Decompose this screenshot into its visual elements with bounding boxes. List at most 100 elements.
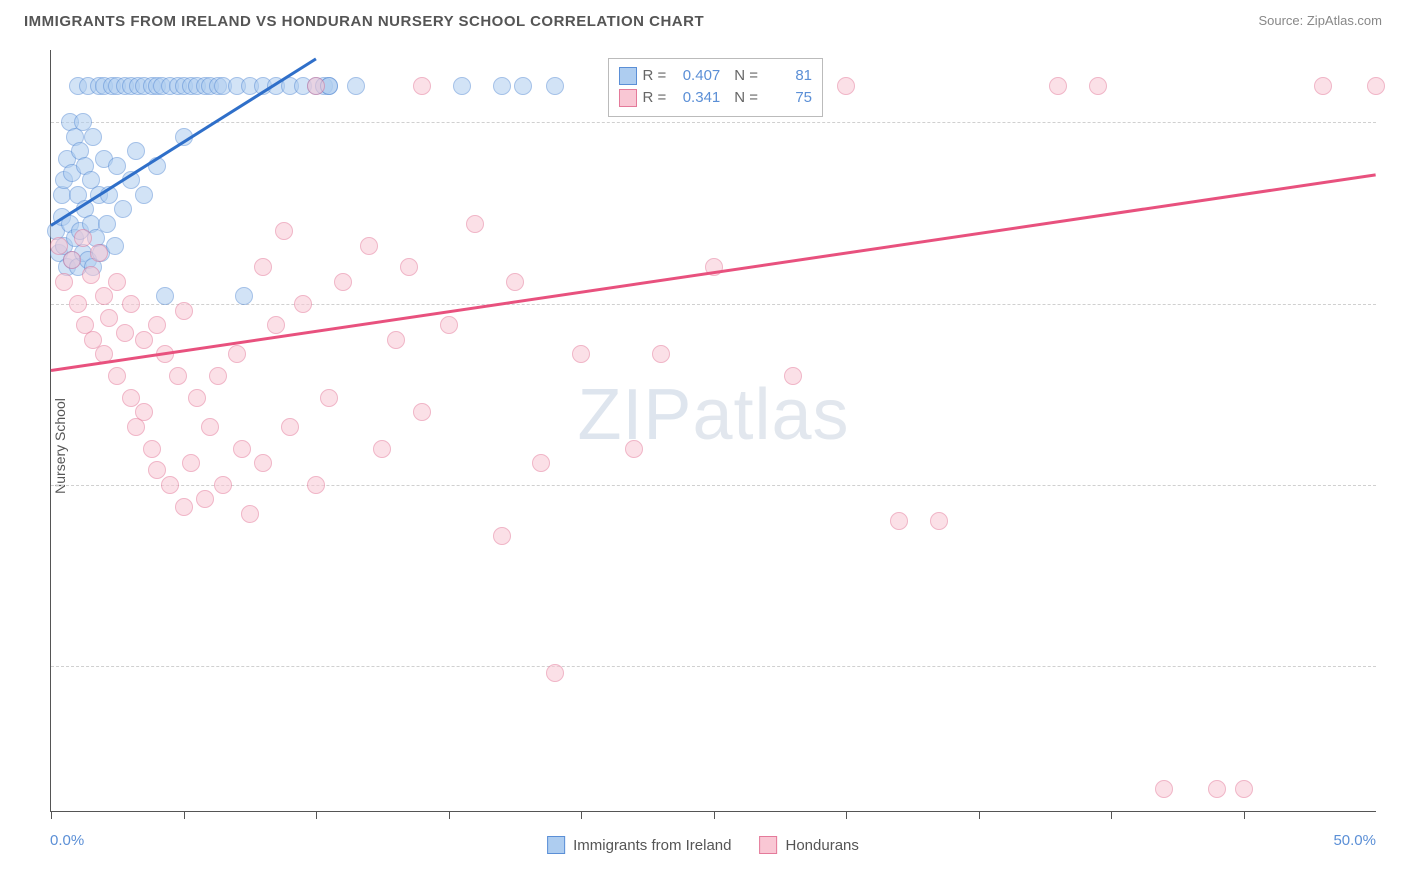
x-tick [846,811,847,819]
scatter-point-honduran [122,389,140,407]
scatter-point-honduran [90,244,108,262]
legend-label-honduran: Hondurans [786,837,859,854]
scatter-point-honduran [50,237,68,255]
scatter-point-ireland [135,186,153,204]
x-tick [184,811,185,819]
scatter-point-honduran [148,316,166,334]
scatter-point-honduran [241,505,259,523]
scatter-point-honduran [275,222,293,240]
source-prefix: Source: [1258,13,1306,28]
scatter-point-honduran [95,287,113,305]
scatter-point-honduran [122,295,140,313]
scatter-point-honduran [175,498,193,516]
scatter-point-honduran [108,273,126,291]
scatter-point-ireland [98,215,116,233]
scatter-point-ireland [453,77,471,95]
scatter-point-honduran [228,345,246,363]
scatter-point-honduran [320,389,338,407]
stat-r-label: R = [643,65,667,88]
gridline-horizontal [51,666,1376,667]
legend-swatch-ireland [619,67,637,85]
x-axis-min-label: 0.0% [50,832,84,849]
scatter-point-honduran [572,345,590,363]
scatter-point-ireland [84,128,102,146]
legend-swatch-honduran [760,836,778,854]
y-tick-label: 92.5% [1388,658,1406,674]
x-tick [1111,811,1112,819]
scatter-point-honduran [360,237,378,255]
y-tick-label: 95.0% [1388,477,1406,493]
scatter-point-honduran [74,229,92,247]
scatter-point-honduran [837,77,855,95]
scatter-point-honduran [188,389,206,407]
gridline-horizontal [51,304,1376,305]
watermark: ZIPatlas [577,374,849,456]
stats-row-ireland: R =0.407N =81 [619,65,813,88]
scatter-point-honduran [82,266,100,284]
scatter-point-honduran [652,345,670,363]
scatter-point-honduran [175,302,193,320]
scatter-point-honduran [254,258,272,276]
scatter-point-honduran [334,273,352,291]
scatter-point-honduran [930,512,948,530]
source-attribution: Source: ZipAtlas.com [1258,12,1382,30]
x-tick [449,811,450,819]
scatter-point-ireland [127,142,145,160]
scatter-point-honduran [233,440,251,458]
watermark-thin: atlas [692,375,849,455]
scatter-point-ireland [114,200,132,218]
scatter-point-honduran [373,440,391,458]
legend-swatch-ireland [547,836,565,854]
scatter-point-honduran [1049,77,1067,95]
scatter-point-honduran [625,440,643,458]
stat-n-value-honduran: 75 [764,87,812,110]
scatter-point-ireland [235,287,253,305]
scatter-point-honduran [413,77,431,95]
scatter-point-honduran [161,476,179,494]
scatter-point-honduran [1155,780,1173,798]
scatter-point-honduran [116,324,134,342]
scatter-point-honduran [1208,780,1226,798]
x-tick [581,811,582,819]
scatter-point-honduran [169,367,187,385]
scatter-point-honduran [100,309,118,327]
stat-r-value-honduran: 0.341 [672,87,720,110]
source-name: ZipAtlas.com [1307,13,1382,28]
scatter-point-honduran [387,331,405,349]
scatter-point-ireland [493,77,511,95]
scatter-point-honduran [196,490,214,508]
y-tick-label: 100.0% [1388,114,1406,130]
scatter-point-honduran [214,476,232,494]
stat-r-label: R = [643,87,667,110]
y-tick-label: 97.5% [1388,296,1406,312]
stat-n-value-ireland: 81 [764,65,812,88]
scatter-point-honduran [254,454,272,472]
scatter-point-honduran [267,316,285,334]
scatter-point-ireland [347,77,365,95]
scatter-point-ireland [514,77,532,95]
stat-r-value-ireland: 0.407 [672,65,720,88]
scatter-point-honduran [1235,780,1253,798]
stats-row-honduran: R =0.341 N = 75 [619,87,813,110]
scatter-point-honduran [1367,77,1385,95]
scatter-point-honduran [784,367,802,385]
scatter-point-ireland [546,77,564,95]
scatter-point-honduran [294,295,312,313]
stat-n-label: N = [734,87,758,110]
legend-label-ireland: Immigrants from Ireland [573,837,731,854]
legend-swatch-honduran [619,89,637,107]
x-tick [714,811,715,819]
legend-item-honduran: Hondurans [760,836,859,854]
scatter-point-ireland [108,157,126,175]
scatter-point-honduran [890,512,908,530]
gridline-horizontal [51,485,1376,486]
scatter-point-honduran [400,258,418,276]
stats-box: R =0.407N =81R =0.341 N = 75 [608,58,824,117]
scatter-point-honduran [108,367,126,385]
scatter-point-honduran [307,77,325,95]
scatter-chart: ZIPatlas 92.5%95.0%97.5%100.0%R =0.407N … [50,50,1376,812]
bottom-legend: Immigrants from Ireland Hondurans [547,836,859,854]
x-tick [1244,811,1245,819]
chart-title: IMMIGRANTS FROM IRELAND VS HONDURAN NURS… [24,13,704,30]
scatter-point-honduran [307,476,325,494]
